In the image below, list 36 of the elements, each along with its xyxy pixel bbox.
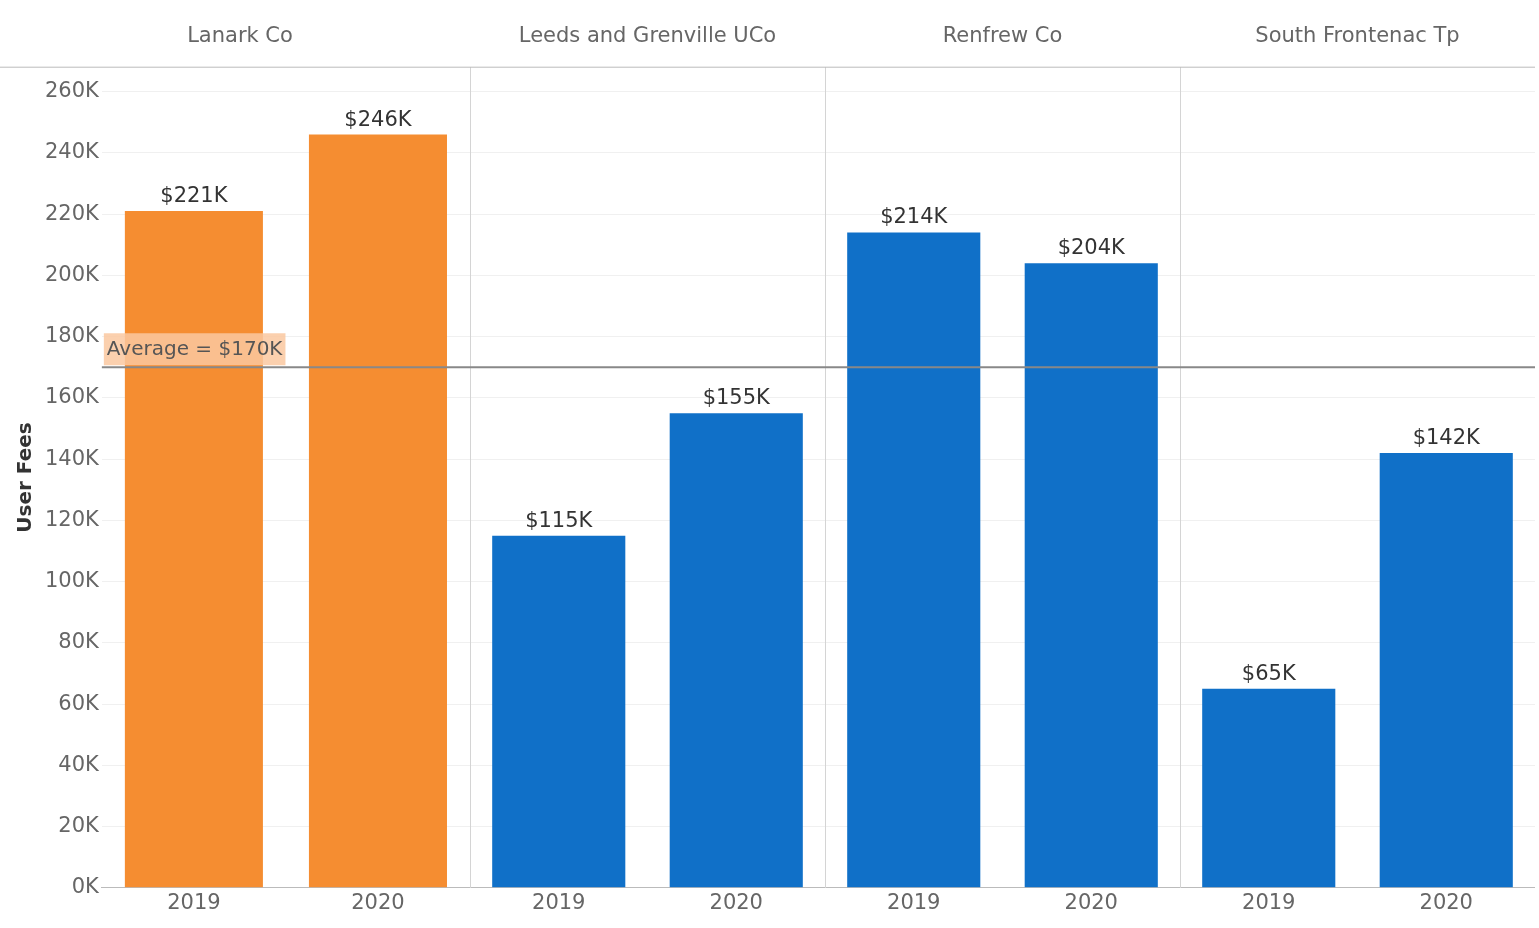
x-tick-label: 2019 <box>167 889 221 914</box>
data-label: $65K <box>1241 660 1297 685</box>
x-tick-label: 2019 <box>1242 889 1296 914</box>
y-tick-label: 60K <box>58 690 101 715</box>
data-label: $115K <box>525 507 594 532</box>
x-tick-label: 2020 <box>351 889 405 914</box>
x-tick-label: 2019 <box>532 889 586 914</box>
ref-line-label: Average = $170K <box>106 336 284 361</box>
x-tick-label: 2019 <box>887 889 941 914</box>
x-tick-label: 2020 <box>709 889 763 914</box>
y-tick-label: 100K <box>44 568 101 593</box>
y-tick-label: 240K <box>44 139 101 164</box>
chart-title: Renfrew Co <box>942 23 1063 48</box>
y-tick-label: 40K <box>58 751 101 776</box>
data-label: $204K <box>1057 235 1127 260</box>
data-label: $155K <box>702 385 772 410</box>
data-label: $221K <box>160 183 229 208</box>
y-tick-label: 80K <box>58 629 101 654</box>
y-tick-label: 160K <box>44 384 101 409</box>
data-label: $246K <box>344 106 413 131</box>
data-label: $142K <box>1412 424 1482 449</box>
chart-title: South Frontenac Tp <box>1255 23 1460 48</box>
y-tick-label: 200K <box>44 261 101 286</box>
x-tick-label: 2020 <box>1419 889 1473 914</box>
y-tick-label: 20K <box>58 813 101 838</box>
y-tick-label: 260K <box>44 78 101 103</box>
y-tick-label: 120K <box>44 506 101 531</box>
chart-title: Lanark Co <box>187 23 293 48</box>
y-axis-title: User Fees <box>12 422 37 533</box>
y-tick-label: 0K <box>71 874 101 899</box>
x-tick-label: 2020 <box>1064 889 1118 914</box>
y-tick-label: 220K <box>44 200 101 225</box>
data-label: $214K <box>880 204 949 229</box>
y-tick-label: 140K <box>44 445 101 470</box>
y-tick-label: 180K <box>44 323 101 348</box>
chart-title: Leeds and Grenville UCo <box>518 23 777 48</box>
